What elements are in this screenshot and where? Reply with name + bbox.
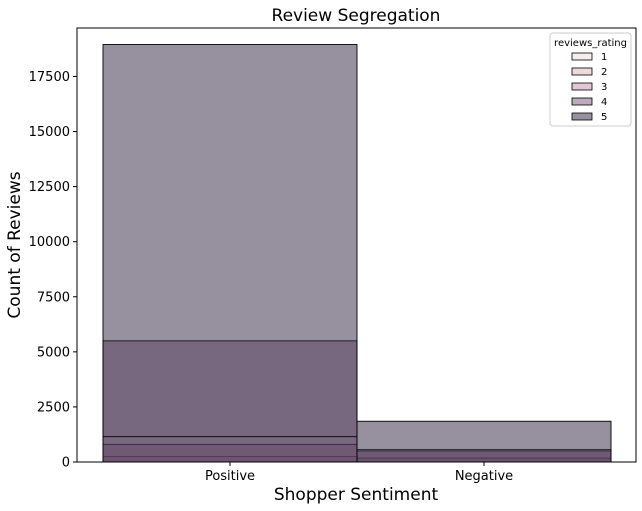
y-tick-label: 15000 — [29, 125, 70, 140]
y-tick-label: 2500 — [37, 400, 70, 415]
legend-label-1: 1 — [601, 52, 607, 63]
bar-rating-5-positive — [102, 44, 358, 463]
legend-label-5: 5 — [601, 112, 607, 123]
legend-label-2: 2 — [601, 67, 607, 78]
y-tick-label: 12500 — [29, 180, 70, 195]
legend-swatch-2 — [571, 67, 593, 76]
bar-rating-5-negative — [356, 420, 612, 463]
y-tick-label: 0 — [62, 456, 70, 471]
legend-swatch-4 — [571, 97, 593, 106]
plot-frame — [76, 27, 637, 463]
legend-box — [549, 32, 632, 127]
legend-label-3: 3 — [601, 82, 607, 93]
legend-label-4: 4 — [601, 97, 607, 108]
legend-swatch-5 — [571, 112, 593, 121]
y-tick-label: 7500 — [37, 290, 70, 305]
legend-swatch-1 — [571, 52, 593, 61]
axes-layer: 0 2500 5000 7500 10000 12500 15000 17500 Positiv… — [29, 27, 637, 484]
y-tick-label: 10000 — [29, 235, 70, 250]
x-tick-label-positive: Positive — [205, 469, 255, 484]
x-axis-label: Shopper Sentiment — [274, 485, 439, 505]
legend: reviews_rating 1 2 3 4 5 — [549, 32, 632, 127]
x-tick-label-negative: Negative — [455, 469, 513, 484]
y-tick-label: 5000 — [37, 345, 70, 360]
legend-swatch-3 — [571, 82, 593, 91]
legend-title: reviews_rating — [554, 38, 627, 49]
y-axis-label: Count of Reviews — [5, 171, 25, 318]
y-tick-label: 17500 — [29, 70, 70, 85]
chart-title: Review Segregation — [272, 6, 441, 26]
bars-layer — [102, 44, 612, 463]
